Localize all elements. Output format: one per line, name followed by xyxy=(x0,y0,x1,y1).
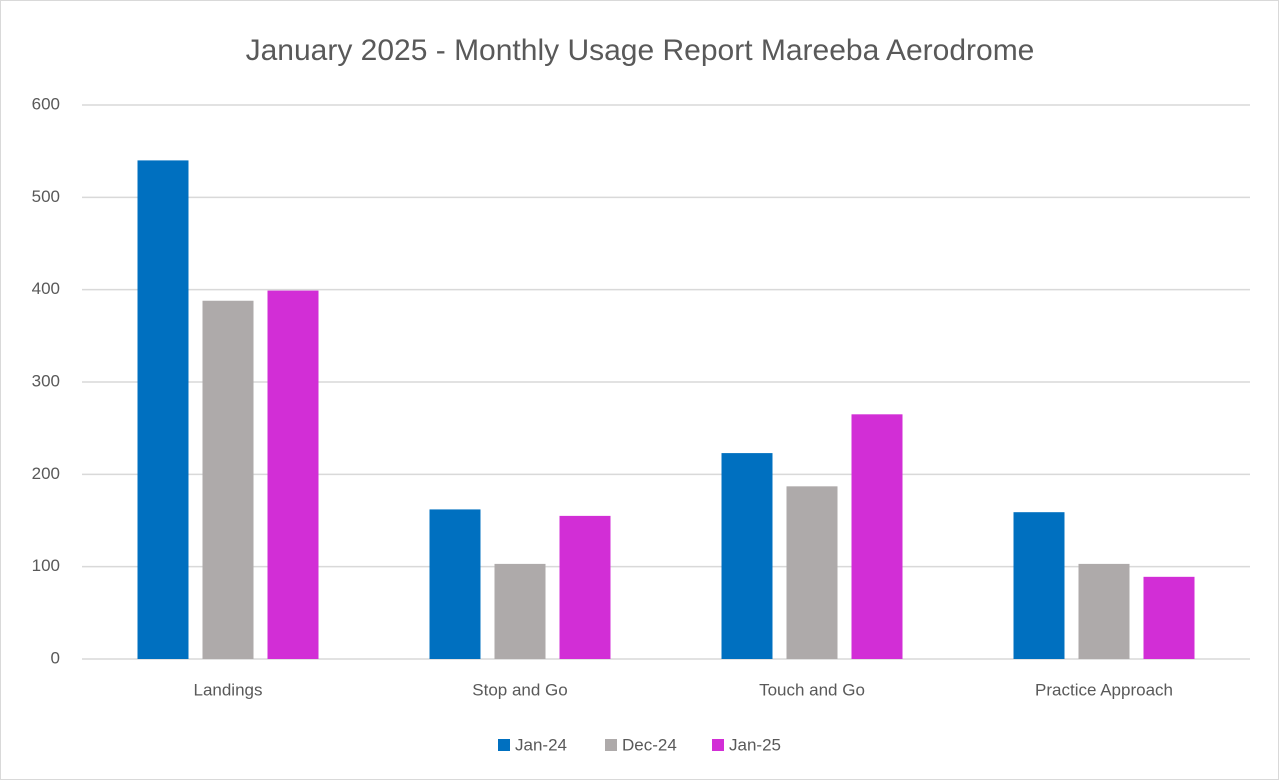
legend-label: Jan-24 xyxy=(515,735,567,754)
bar xyxy=(1013,512,1065,659)
legend-label: Jan-25 xyxy=(729,735,781,754)
bar xyxy=(267,290,319,659)
bar xyxy=(851,414,903,659)
y-tick-label: 400 xyxy=(32,279,60,298)
x-tick-label: Touch and Go xyxy=(759,680,865,699)
bar xyxy=(786,486,838,659)
legend-swatch xyxy=(605,739,617,751)
bar xyxy=(721,453,773,659)
x-tick-label: Landings xyxy=(193,680,262,699)
bar xyxy=(1143,576,1195,659)
y-tick-label: 0 xyxy=(51,648,60,667)
x-tick-label: Practice Approach xyxy=(1035,680,1173,699)
legend-label: Dec-24 xyxy=(622,735,677,754)
y-tick-label: 500 xyxy=(32,187,60,206)
legend-swatch xyxy=(712,739,724,751)
bar xyxy=(137,160,189,659)
y-tick-label: 200 xyxy=(32,464,60,483)
legend-swatch xyxy=(498,739,510,751)
chart-title: January 2025 - Monthly Usage Report Mare… xyxy=(246,34,1035,67)
bar xyxy=(202,300,254,659)
bar xyxy=(494,563,546,659)
x-tick-label: Stop and Go xyxy=(472,680,567,699)
bar xyxy=(429,509,481,659)
y-tick-label: 600 xyxy=(32,94,60,113)
bar xyxy=(1078,563,1130,659)
y-tick-label: 300 xyxy=(32,371,60,390)
y-tick-label: 100 xyxy=(32,556,60,575)
bar xyxy=(559,515,611,659)
